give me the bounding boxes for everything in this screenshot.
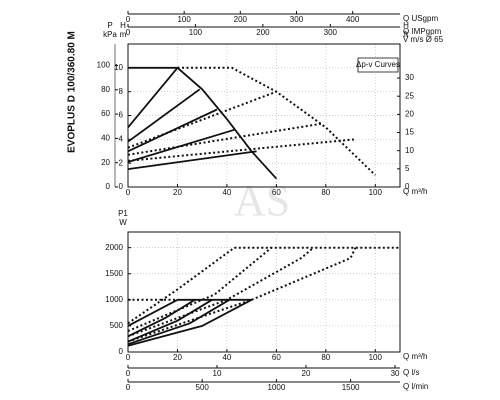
y-tick-label: 2000 — [105, 243, 123, 252]
y-tick-label: 25 — [405, 91, 414, 100]
y-tick-label: 40 — [101, 134, 110, 143]
curve — [127, 90, 277, 149]
curve — [127, 88, 201, 143]
curve — [127, 246, 235, 325]
x-tick-label: 0 — [126, 383, 131, 392]
y-axis-label: P — [107, 21, 112, 30]
curve — [127, 299, 213, 343]
y-tick-label: 15 — [405, 128, 414, 137]
x-tick-label: 60 — [272, 353, 281, 362]
curve — [127, 299, 230, 346]
x-tick-label: 20 — [173, 188, 182, 197]
y-tick-label: 20 — [405, 109, 414, 118]
curve — [127, 246, 273, 333]
x-tick-label: 0 — [126, 369, 131, 378]
x-tick-label: 40 — [222, 188, 231, 197]
curve — [127, 150, 257, 170]
x-tick-label: 1000 — [267, 383, 285, 392]
x-tick-label: 20 — [302, 369, 311, 378]
curve — [127, 247, 357, 343]
curve — [128, 66, 278, 180]
curve — [127, 67, 179, 128]
x-axis-label: Q l/s — [403, 368, 419, 377]
x-tick-label: 200 — [256, 28, 270, 37]
y-tick-label: 6 — [119, 111, 124, 120]
y-axis-unit: ft — [404, 30, 409, 39]
x-axis-label: Q USgpm — [403, 14, 438, 23]
y-tick-label: 4 — [119, 134, 124, 143]
legend-text: Δp-v Curves — [356, 60, 400, 69]
y-axis-unit: W — [119, 218, 127, 227]
curve — [127, 299, 178, 327]
x-axis-label: Q IMPgpm — [403, 27, 442, 36]
x-tick-label: 40 — [222, 353, 231, 362]
x-tick-label: 10 — [213, 369, 222, 378]
y-tick-label: 60 — [101, 109, 110, 118]
curve — [127, 108, 218, 153]
y-axis-unit: m — [120, 30, 127, 39]
y-axis-label: P1 — [118, 209, 128, 218]
x-tick-label: 100 — [369, 188, 383, 197]
y-tick-label: 10 — [114, 63, 123, 72]
y-tick-label: 1500 — [105, 269, 123, 278]
y-tick-label: 80 — [101, 85, 110, 94]
y-tick-label: 500 — [110, 321, 124, 330]
curve — [127, 299, 253, 347]
x-tick-label: 0 — [126, 28, 131, 37]
y-tick-label: 0 — [106, 182, 111, 191]
y-tick-label: 10 — [405, 146, 414, 155]
curve — [127, 299, 196, 338]
y-tick-label: 20 — [101, 158, 110, 167]
x-tick-label: 80 — [321, 188, 330, 197]
x-tick-label: 300 — [324, 28, 338, 37]
x-tick-label: 1500 — [342, 383, 360, 392]
y-axis-unit: kPa — [103, 30, 117, 39]
y-tick-label: 100 — [97, 61, 111, 70]
x-tick-label: 0 — [126, 15, 131, 24]
x-tick-label: 0 — [126, 353, 131, 362]
x-axis-label: Q m³/h — [403, 187, 427, 196]
y-tick-label: 5 — [405, 164, 410, 173]
y-tick-label: 1000 — [105, 295, 123, 304]
legend-box — [357, 57, 399, 73]
x-tick-label: 500 — [196, 383, 210, 392]
curve — [127, 246, 315, 338]
y-tick-label: 8 — [119, 87, 124, 96]
curve — [127, 138, 356, 162]
y-axis-label: H — [403, 21, 409, 30]
x-axis-label: V m/s Ø 65 — [403, 35, 444, 44]
x-axis-label: Q l/min — [403, 382, 428, 391]
x-tick-label: 200 — [234, 15, 248, 24]
x-tick-label: 100 — [177, 15, 191, 24]
y-tick-label: 0 — [119, 182, 124, 191]
y-tick-label: 30 — [405, 73, 414, 82]
x-tick-label: 300 — [290, 15, 304, 24]
x-tick-label: 20 — [173, 353, 182, 362]
pump-title: EVOPLUS D 100/360.80 M — [67, 31, 78, 153]
curve — [127, 122, 322, 156]
x-tick-label: 80 — [321, 353, 330, 362]
x-axis-label: Q m³/h — [403, 352, 427, 361]
y-tick-label: 2 — [119, 158, 124, 167]
y-axis-label: H — [120, 21, 126, 30]
x-tick-label: 0 — [126, 188, 131, 197]
watermark: AS — [234, 176, 290, 225]
x-tick-label: 400 — [346, 15, 360, 24]
x-tick-label: 100 — [189, 28, 203, 37]
y-tick-label: 0 — [119, 347, 124, 356]
x-tick-label: 60 — [272, 188, 281, 197]
curve — [127, 128, 235, 163]
x-tick-label: 100 — [369, 353, 383, 362]
y-tick-label: 0 — [405, 182, 410, 191]
x-tick-label: 30 — [391, 369, 400, 378]
